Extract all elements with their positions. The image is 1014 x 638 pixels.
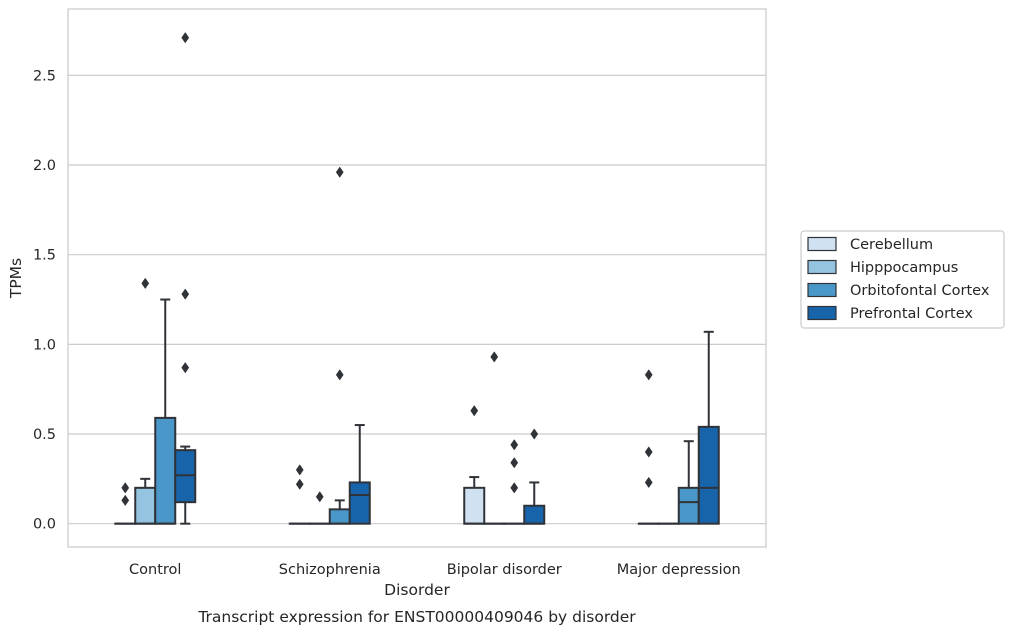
y-axis-label: TPMs xyxy=(7,258,25,299)
box-group xyxy=(290,465,310,524)
legend: Cerebellum Hipppocampus Orbitofontal Corte… xyxy=(801,231,1004,328)
y-tick-label: 0.0 xyxy=(33,517,56,533)
y-tick-label: 2.0 xyxy=(33,158,56,174)
x-tick-label: Schizophrenia xyxy=(279,562,381,578)
outlier-point xyxy=(645,447,652,457)
outlier-point xyxy=(182,32,189,42)
box-group xyxy=(155,300,175,524)
legend-entry-label: Orbitofontal Cortex xyxy=(850,283,990,299)
x-tick-label: Major depression xyxy=(617,562,741,578)
outlier-point xyxy=(645,477,652,487)
legend-swatch xyxy=(808,238,836,251)
outlier-point xyxy=(531,429,538,439)
chart-caption: Transcript expression for ENST0000040904… xyxy=(197,608,636,626)
box-group xyxy=(310,492,330,524)
outlier-point xyxy=(296,479,303,489)
x-tick-label: Bipolar disorder xyxy=(447,562,562,578)
y-tick-label: 2.5 xyxy=(33,68,56,84)
outlier-point xyxy=(336,370,343,380)
y-tick-label: 1.0 xyxy=(33,337,56,353)
box-group xyxy=(330,167,350,524)
legend-entry-label: Cerebellum xyxy=(850,237,933,253)
box-group xyxy=(679,441,699,523)
outlier-point xyxy=(511,458,518,468)
box-group xyxy=(639,370,659,524)
outlier-point xyxy=(182,289,189,299)
outlier-point xyxy=(296,465,303,475)
outlier-point xyxy=(471,406,478,416)
outlier-point xyxy=(122,483,129,493)
y-tick-label: 1.5 xyxy=(33,248,56,264)
y-tick-label: 0.5 xyxy=(33,427,56,443)
box-group xyxy=(504,440,524,524)
box-group xyxy=(135,278,155,524)
box-iqr xyxy=(135,488,155,524)
box-iqr xyxy=(464,488,484,524)
outlier-point xyxy=(336,167,343,177)
outlier-point xyxy=(645,370,652,380)
box-group xyxy=(115,483,135,524)
box-iqr xyxy=(330,509,350,523)
x-tick-label: Control xyxy=(129,562,181,578)
legend-swatch xyxy=(808,261,836,274)
legend-swatch xyxy=(808,307,836,320)
box-iqr xyxy=(350,482,370,523)
outlier-point xyxy=(316,492,323,502)
box-iqr xyxy=(699,427,719,524)
box-group xyxy=(175,32,195,523)
outlier-point xyxy=(142,278,149,288)
box-iqr xyxy=(155,418,175,524)
legend-entry-label: Prefrontal Cortex xyxy=(850,306,973,322)
box-group xyxy=(464,406,484,524)
box-group xyxy=(350,425,370,524)
box-group xyxy=(484,352,504,524)
outlier-point xyxy=(511,440,518,450)
outlier-point xyxy=(511,483,518,493)
box-group xyxy=(524,429,544,524)
legend-swatch xyxy=(808,284,836,297)
legend-entry-label: Hipppocampus xyxy=(850,260,958,276)
outlier-point xyxy=(182,362,189,372)
box-iqr xyxy=(524,506,544,524)
x-axis-label: Disorder xyxy=(384,581,450,599)
outlier-point xyxy=(122,495,129,505)
outlier-point xyxy=(491,352,498,362)
box-iqr xyxy=(679,488,699,524)
box-group xyxy=(699,332,719,524)
